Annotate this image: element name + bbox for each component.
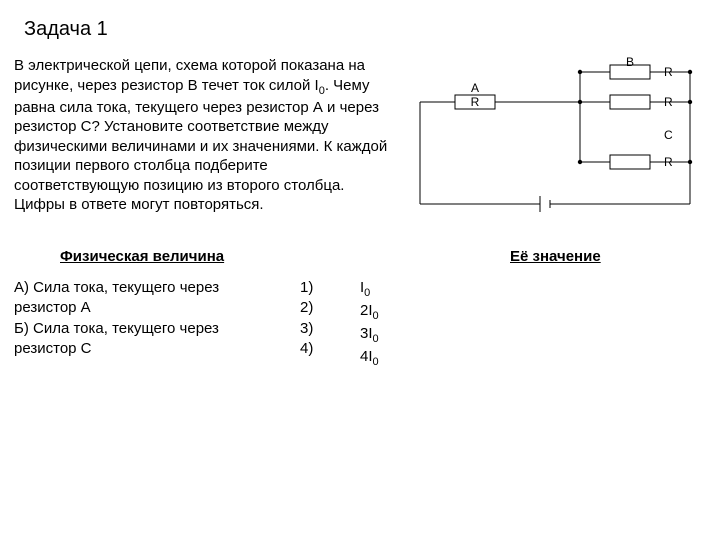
val-3: 3I0 bbox=[360, 324, 379, 347]
num-2: 2) bbox=[300, 298, 313, 318]
val-2: 2I0 bbox=[360, 301, 379, 324]
num-3: 3) bbox=[300, 319, 313, 339]
col-header-left: Физическая величина bbox=[60, 248, 224, 265]
svg-text:R: R bbox=[664, 95, 673, 109]
problem-text: В электрической цепи, схема которой пока… bbox=[14, 56, 394, 215]
val-4: 4I0 bbox=[360, 347, 379, 370]
num-1: 1) bbox=[300, 278, 313, 298]
circuit-diagram: ARBRRCR bbox=[400, 54, 700, 234]
option-a: А) Сила тока, текущего через резистор А bbox=[14, 278, 244, 319]
options-numbers: 1) 2) 3) 4) bbox=[300, 278, 313, 359]
options-values: I0 2I0 3I0 4I0 bbox=[360, 278, 379, 369]
options-physical: А) Сила тока, текущего через резистор А … bbox=[14, 278, 244, 359]
svg-text:R: R bbox=[664, 65, 673, 79]
task-title: Задача 1 bbox=[0, 0, 720, 41]
svg-text:A: A bbox=[471, 81, 479, 95]
svg-text:C: C bbox=[664, 128, 673, 142]
val-1: I0 bbox=[360, 278, 379, 301]
option-b: Б) Сила тока, текущего через резистор С bbox=[14, 319, 244, 360]
svg-text:R: R bbox=[471, 95, 480, 109]
svg-text:R: R bbox=[664, 155, 673, 169]
num-4: 4) bbox=[300, 339, 313, 359]
col-header-right: Её значение bbox=[510, 248, 601, 265]
svg-text:B: B bbox=[626, 55, 634, 69]
